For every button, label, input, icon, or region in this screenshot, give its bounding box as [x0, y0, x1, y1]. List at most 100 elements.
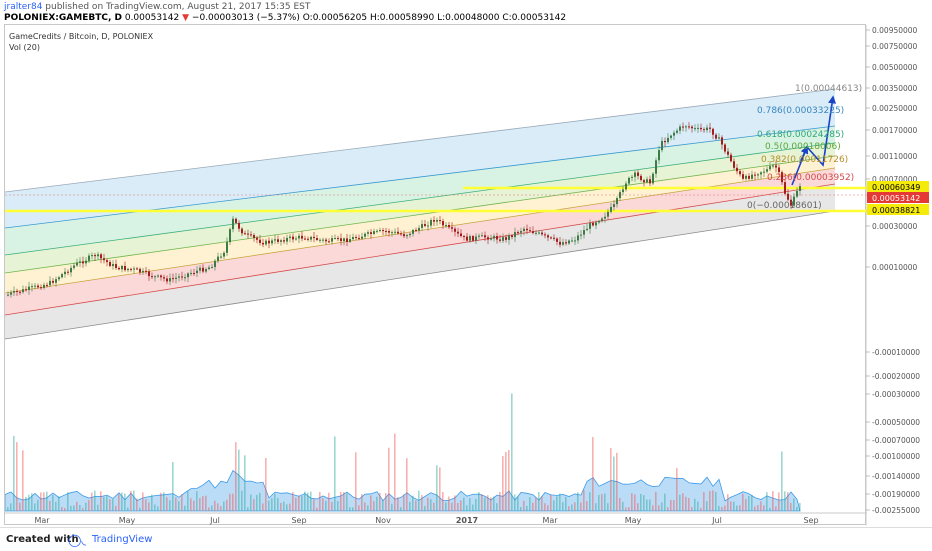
chart-panel[interactable]: 1(0.00044613) 0.786(0.00033225) 0.618(0.00…: [4, 24, 868, 526]
candle-body: [376, 230, 378, 232]
volume-bar: [772, 491, 774, 511]
volume-bar: [121, 492, 123, 511]
volume-bar: [538, 491, 540, 511]
candle-body: [184, 277, 186, 279]
candle-body: [175, 277, 177, 279]
volume-bar: [622, 501, 624, 511]
volume-bar: [184, 505, 186, 511]
price-tick-label: 0.00350000: [872, 84, 918, 93]
candle-body: [409, 233, 411, 236]
volume-bar: [370, 495, 372, 511]
candle-body: [484, 235, 486, 238]
volume-bar: [202, 496, 204, 511]
volume-bar: [31, 493, 33, 511]
volume-bar: [472, 504, 474, 511]
volume-bar: [703, 492, 705, 511]
candle-body: [673, 132, 675, 136]
candle-body: [697, 127, 699, 129]
volume-bar: [514, 494, 516, 511]
candle-body: [154, 276, 156, 278]
volume-bar: [490, 497, 492, 511]
candle-body: [172, 278, 174, 280]
volume-bar: [661, 502, 663, 511]
candle-body: [382, 230, 384, 232]
volume-bar: [532, 502, 534, 511]
time-tick-label: 2017: [456, 516, 478, 525]
candle-body: [181, 276, 183, 278]
candle-body: [448, 225, 450, 228]
price-tick-label: -0.00010000: [872, 348, 920, 357]
volume-bar: [193, 500, 195, 511]
candle-body: [61, 274, 63, 278]
volume-bar: [727, 494, 729, 511]
volume-bar: [553, 500, 555, 511]
candle-body: [757, 174, 759, 176]
volume-bar: [19, 502, 21, 511]
volume-bar: [40, 492, 42, 511]
down-arrow-icon: ▼: [182, 13, 190, 23]
candle-body: [577, 235, 579, 241]
volume-bar: [778, 492, 780, 511]
price-tick-label: -0.00140000: [872, 472, 920, 481]
volume-bar: [289, 503, 291, 511]
volume-bar: [388, 447, 390, 511]
candle-body: [370, 232, 372, 234]
volume-bar: [529, 497, 531, 511]
price-tick-label: -0.00020000: [872, 372, 920, 381]
candle-body: [160, 275, 162, 278]
candle-body: [91, 255, 93, 257]
candle-body: [76, 262, 78, 266]
fib-label: 1(0.00044613): [795, 84, 862, 94]
volume-bar: [313, 499, 315, 511]
volume-bar: [685, 496, 687, 511]
volume-bar: [550, 494, 552, 511]
author-link[interactable]: jralter84: [4, 2, 43, 12]
chart-svg[interactable]: 1(0.00044613) 0.786(0.00033225) 0.618(0.00…: [4, 25, 868, 526]
volume-bar: [67, 492, 69, 511]
candle-body: [745, 175, 747, 179]
price-tick-label: -0.00030000: [872, 390, 920, 399]
candle-body: [214, 260, 216, 268]
volume-bar: [178, 501, 180, 511]
volume-bar: [106, 496, 108, 511]
candle-body: [319, 239, 321, 241]
candle-body: [754, 174, 756, 176]
volume-bar: [364, 502, 366, 511]
candle-body: [391, 232, 393, 234]
volume-bar: [136, 498, 138, 511]
candle-body: [112, 264, 114, 266]
candle-body: [709, 127, 711, 129]
symbol-line: POLONIEX:GAMEBTC, D 0.00053142 ▼ −0.0000…: [4, 13, 566, 23]
volume-bar: [382, 500, 384, 511]
price-badge-label: 0.00053142: [872, 194, 920, 203]
volume-bar: [355, 452, 357, 511]
price-tick-label: -0.00100000: [872, 452, 920, 461]
time-axis: Mar May Jul Sep Nov 2017 Mar May Jul Sep: [34, 516, 818, 525]
volume-bar: [211, 505, 213, 511]
fib-level-line: [5, 155, 836, 274]
candle-body: [442, 221, 444, 226]
volume-bar: [784, 491, 786, 511]
candle-body: [256, 237, 258, 240]
volume-bar: [454, 495, 456, 511]
volume-bar: [283, 501, 285, 511]
candle-body: [97, 254, 99, 257]
price-axis[interactable]: 0.00950000 0.00750000 0.00500000 0.00350000…: [866, 24, 932, 525]
volume-bar: [586, 501, 588, 511]
candle-body: [424, 224, 426, 227]
volume-bar: [745, 499, 747, 511]
tradingview-brand-link[interactable]: TradingView: [92, 534, 153, 545]
candle-body: [271, 240, 273, 244]
volume-bar: [22, 450, 24, 511]
tradingview-logo-icon[interactable]: ◯◟: [68, 533, 87, 547]
candle-body: [406, 235, 408, 237]
volume-bar: [181, 494, 183, 511]
volume-bar: [445, 502, 447, 511]
candle-body: [283, 240, 285, 242]
candle-body: [652, 173, 654, 184]
volume-bar: [205, 495, 207, 511]
volume-bar: [469, 498, 471, 511]
volume-bar: [793, 498, 795, 511]
candle-body: [469, 236, 471, 241]
candle-body: [583, 230, 585, 235]
